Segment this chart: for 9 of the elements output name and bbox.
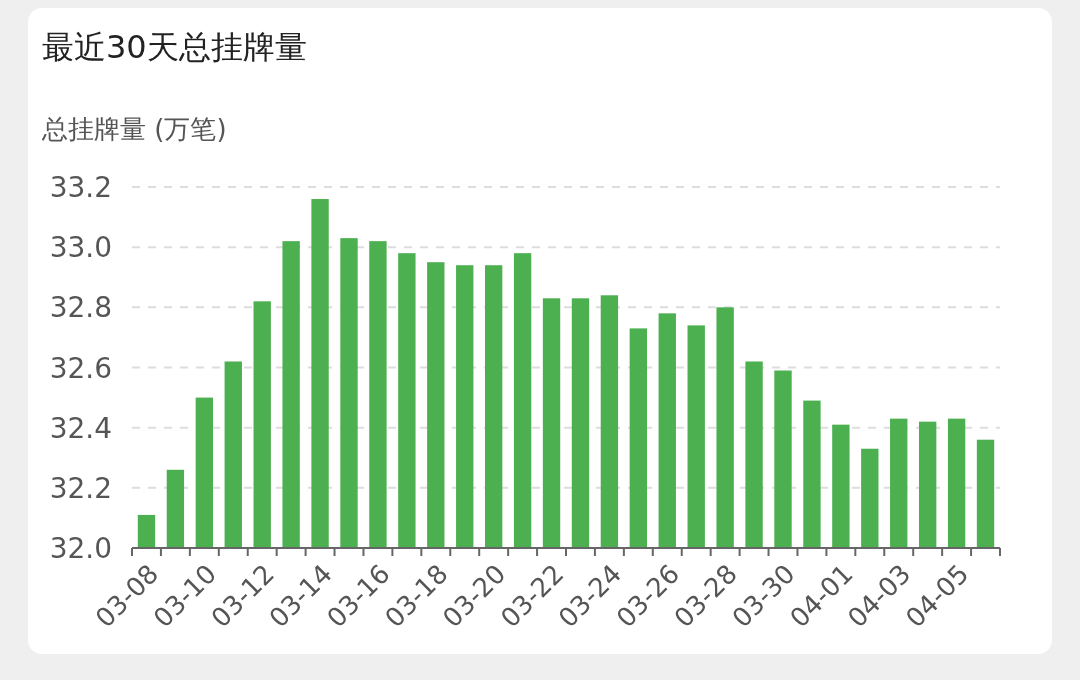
y-tick-label: 32.4 <box>49 411 112 445</box>
y-tick-label: 32.0 <box>49 532 112 565</box>
ylabel: 总挂牌量 (万笔) <box>42 114 227 144</box>
y-tick-label: 32.6 <box>49 351 112 385</box>
y-tick-label: 32.8 <box>49 291 112 325</box>
y-tick-label: 33.2 <box>49 171 112 204</box>
y-tick-label: 32.2 <box>49 471 112 505</box>
title: 最近30天总挂牌量 <box>42 28 307 66</box>
y-tick-label: 33.0 <box>49 231 112 265</box>
